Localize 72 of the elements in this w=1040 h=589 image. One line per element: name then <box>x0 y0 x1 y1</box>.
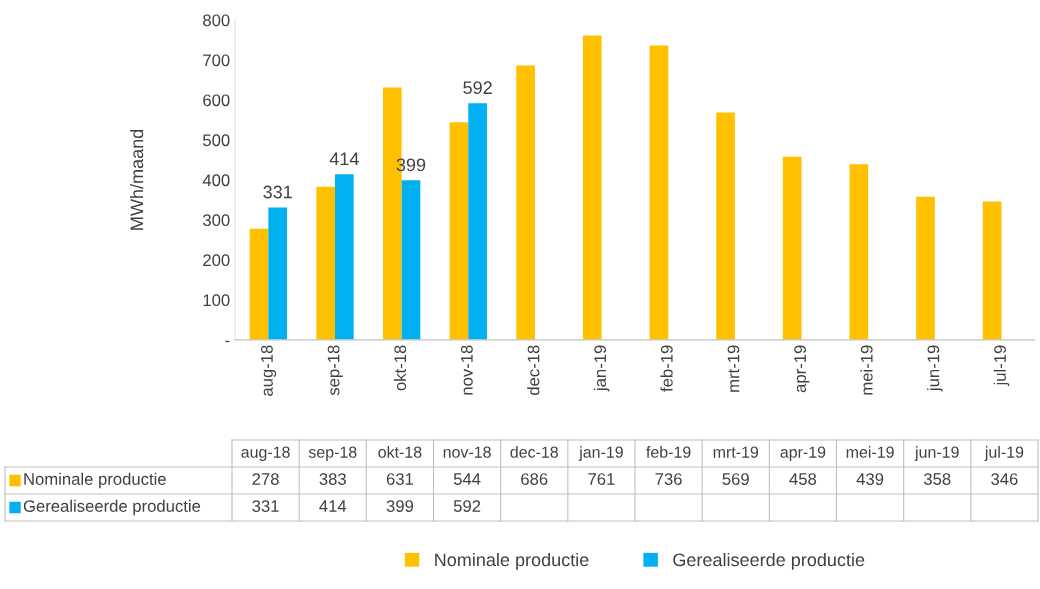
bar <box>716 112 735 340</box>
x-tick-label: jul-19 <box>993 345 1010 386</box>
category-label: feb-19 <box>646 446 691 458</box>
data-label: 544 <box>453 473 481 485</box>
data-label: 458 <box>789 473 817 485</box>
data-label: 331 <box>252 500 279 512</box>
category-label: nov-18 <box>443 446 491 458</box>
legend-label: Nominale productie <box>24 472 166 489</box>
data-label: 761 <box>588 473 615 485</box>
y-tick-label: 100 <box>203 294 230 307</box>
bar <box>316 186 336 340</box>
data-label: 569 <box>722 473 749 485</box>
x-tick-label: apr-19 <box>794 345 810 393</box>
data-label: 414 <box>319 500 347 512</box>
category-label: dec-18 <box>510 446 558 458</box>
y-tick-label: 700 <box>203 54 230 67</box>
y-tick-label: 300 <box>203 214 230 227</box>
x-tick-label: nov-18 <box>460 345 473 395</box>
data-label: 686 <box>521 473 548 485</box>
data-label: 631 <box>386 473 414 485</box>
category-label: jul-19 <box>984 446 1024 461</box>
y-tick-label: 800 <box>203 14 230 27</box>
category-label: jun-19 <box>914 446 959 461</box>
bar <box>249 228 269 340</box>
category-label: sep-18 <box>308 446 357 461</box>
data-label: 592 <box>453 500 481 512</box>
x-tick-label: okt-18 <box>393 345 407 391</box>
bar <box>401 180 421 340</box>
category-label: jan-19 <box>578 446 623 461</box>
bar <box>449 122 469 340</box>
annotation: 414 <box>329 152 359 166</box>
bar <box>582 35 602 340</box>
annotation: 331 <box>263 185 292 199</box>
y-tick-label: - <box>225 340 230 343</box>
y-axis-title: MWh/maand <box>129 129 144 230</box>
annotation: 592 <box>463 81 492 95</box>
data-label: 399 <box>386 500 414 512</box>
x-tick-label: mrt-19 <box>727 345 740 392</box>
bar <box>849 164 869 340</box>
category-label: apr-19 <box>780 446 826 461</box>
bar <box>649 45 669 340</box>
data-label: 358 <box>923 473 951 485</box>
x-tick-label: mei-19 <box>860 345 873 395</box>
data-label: 439 <box>856 473 884 485</box>
data-label: 278 <box>252 473 279 485</box>
legend-label: Gerealiseerde productie <box>23 499 201 516</box>
x-tick-label: sep-18 <box>327 345 343 396</box>
bar <box>468 103 487 340</box>
category-label: aug-18 <box>241 446 290 461</box>
bar <box>916 196 935 340</box>
bar <box>982 201 1002 340</box>
y-tick-label: 200 <box>203 254 230 267</box>
bar <box>268 207 288 340</box>
data-label: 383 <box>319 473 346 485</box>
y-tick-label: 500 <box>203 134 230 147</box>
bar <box>782 156 802 340</box>
data-label: 736 <box>655 473 682 485</box>
category-label: mei-19 <box>846 446 894 458</box>
category-label: mrt-19 <box>713 446 759 458</box>
y-tick-label: 400 <box>202 174 230 187</box>
category-label: okt-18 <box>378 446 422 458</box>
x-tick-label: dec-18 <box>527 345 540 395</box>
x-tick-label: aug-18 <box>261 345 277 396</box>
x-tick-label: feb-19 <box>660 345 673 392</box>
y-tick-label: 600 <box>203 94 230 107</box>
text: Gerealiseerde productie <box>673 552 865 570</box>
bar <box>335 174 354 340</box>
x-tick-label: jan-19 <box>593 345 610 392</box>
x-tick-label: jun-19 <box>927 345 943 392</box>
bar <box>516 65 535 340</box>
data-label: 346 <box>991 473 1018 485</box>
text: Nominale productie <box>435 552 589 570</box>
